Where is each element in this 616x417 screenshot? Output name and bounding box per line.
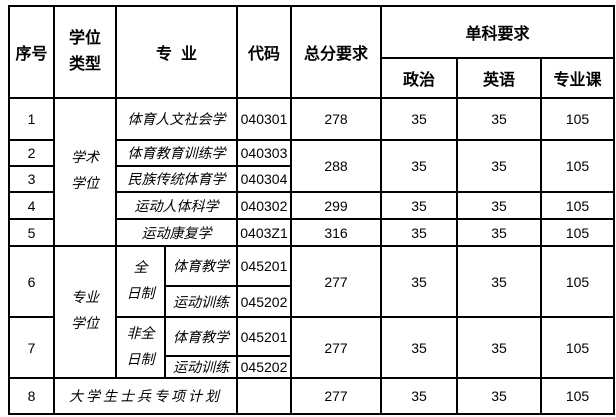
total-score-cell: 299 [290, 191, 382, 220]
code-cell: 045201 [236, 316, 292, 357]
col-header-politics: 政治 [380, 57, 458, 99]
fulltime-label-line-1: 全 [133, 260, 148, 276]
table-row: 6 专业 学位 全 日制 体育教学 045201 277 35 35 105 [8, 245, 616, 379]
degree-type-line-1: 学位 [68, 30, 101, 47]
table-row: 1 学术 学位 体育人文社会学 040301 278 35 35 105 [8, 97, 616, 247]
total-score-cell: 277 [290, 377, 382, 415]
table-row: 7 非全 日制 体育教学 045201 277 35 35 105 [8, 316, 616, 379]
course-score-cell: 105 [539, 218, 616, 247]
special-plan-cell: 大学生士兵专项计划 [53, 377, 238, 415]
col-header-course: 专业课 [539, 57, 616, 99]
table-row: 2 体育教育训练学 040303 288 35 35 105 [8, 139, 616, 193]
code-cell: 040302 [236, 191, 292, 220]
code-cell [236, 377, 292, 415]
politics-score-cell: 35 [380, 377, 458, 415]
major-cell: 体育教育训练学 [115, 139, 238, 167]
english-score-cell: 35 [456, 191, 542, 220]
politics-score-cell: 35 [380, 245, 458, 318]
course-score-cell: 105 [539, 377, 616, 415]
course-score-cell: 105 [539, 245, 616, 318]
major-cell: 运动康复学 [115, 218, 238, 247]
table-row: 8 大学生士兵专项计划 277 35 35 105 [8, 377, 616, 415]
col-header-serial: 序号 [8, 5, 55, 99]
english-score-cell: 35 [456, 139, 542, 193]
total-score-cell: 277 [290, 316, 382, 379]
parttime-label-line-1: 非全 [126, 326, 155, 342]
code-cell: 045202 [236, 285, 292, 318]
code-cell: 040303 [236, 139, 292, 167]
course-score-cell: 105 [539, 97, 616, 141]
table-row: 运动训练 045202 [9, 285, 614, 318]
course-score-cell: 105 [539, 139, 616, 193]
col-header-code: 代码 [236, 5, 292, 99]
code-cell: 045201 [236, 245, 292, 287]
code-cell: 045202 [236, 355, 292, 379]
politics-score-cell: 35 [380, 139, 458, 193]
serial-cell: 7 [8, 316, 55, 379]
major-cell: 运动训练 [164, 285, 238, 318]
parttime-label-line-2: 日制 [126, 352, 155, 368]
table-row: 运动训练 045202 [9, 355, 614, 379]
professional-label-line-1: 专业 [71, 291, 99, 306]
header-row-1: 序号 学位 类型 专 业 代码 总分要求 单科要求 [8, 5, 616, 99]
english-score-cell: 35 [456, 218, 542, 247]
header-row-2: 政治 英语 专业课 [9, 57, 616, 99]
total-score-cell: 316 [290, 218, 382, 247]
serial-cell: 2 [8, 139, 55, 167]
total-score-cell: 278 [290, 97, 382, 141]
academic-label-line-1: 学术 [71, 151, 99, 166]
col-header-major: 专 业 [115, 5, 238, 99]
politics-score-cell: 35 [380, 218, 458, 247]
major-cell: 运动人体科学 [115, 191, 238, 220]
course-score-cell: 105 [539, 191, 616, 220]
degree-group-academic-cell: 学术 学位 [53, 97, 117, 247]
code-cell: 040304 [236, 165, 292, 193]
academic-label-line-2: 学位 [71, 177, 99, 192]
admission-score-table: 序号 学位 类型 专 业 代码 总分要求 单科要求 政治 英语 专业课 1 学术… [8, 5, 616, 415]
schedule-fulltime-cell: 全 日制 [115, 245, 166, 318]
major-cell: 体育教学 [164, 245, 238, 287]
serial-cell: 4 [8, 191, 55, 220]
serial-cell: 6 [8, 245, 55, 318]
english-score-cell: 35 [456, 377, 542, 415]
col-header-single-subject: 单科要求 [379, 5, 616, 59]
code-cell: 040301 [236, 97, 292, 141]
serial-cell: 1 [8, 97, 55, 141]
english-score-cell: 35 [456, 97, 542, 141]
degree-group-professional-cell: 专业 学位 [53, 245, 117, 379]
degree-type-line-2: 类型 [68, 56, 101, 73]
major-cell: 体育教学 [164, 316, 238, 357]
serial-cell: 8 [8, 377, 55, 415]
serial-cell: 3 [8, 165, 55, 193]
major-cell: 运动训练 [164, 355, 238, 379]
col-header-total-score: 总分要求 [290, 5, 382, 99]
major-cell: 体育人文社会学 [115, 97, 238, 141]
english-score-cell: 35 [456, 316, 542, 379]
col-header-english: 英语 [456, 57, 542, 99]
total-score-cell: 277 [290, 245, 382, 318]
fulltime-label-line-2: 日制 [126, 286, 155, 302]
politics-score-cell: 35 [380, 191, 458, 220]
total-score-cell: 288 [290, 139, 382, 193]
schedule-parttime-cell: 非全 日制 [115, 316, 166, 379]
table-row: 4 运动人体科学 040302 299 35 35 105 [8, 191, 616, 220]
professional-label-line-2: 学位 [71, 317, 99, 332]
serial-cell: 5 [8, 218, 55, 247]
code-cell: 0403Z1 [236, 218, 292, 247]
course-score-cell: 105 [539, 316, 616, 379]
table-row: 5 运动康复学 0403Z1 316 35 35 105 [8, 218, 616, 247]
major-cell: 民族传统体育学 [115, 165, 238, 193]
table-row: 3 民族传统体育学 040304 [8, 165, 614, 193]
col-header-degree-type: 学位 类型 [53, 5, 117, 99]
politics-score-cell: 35 [380, 97, 458, 141]
english-score-cell: 35 [456, 245, 542, 318]
politics-score-cell: 35 [380, 316, 458, 379]
